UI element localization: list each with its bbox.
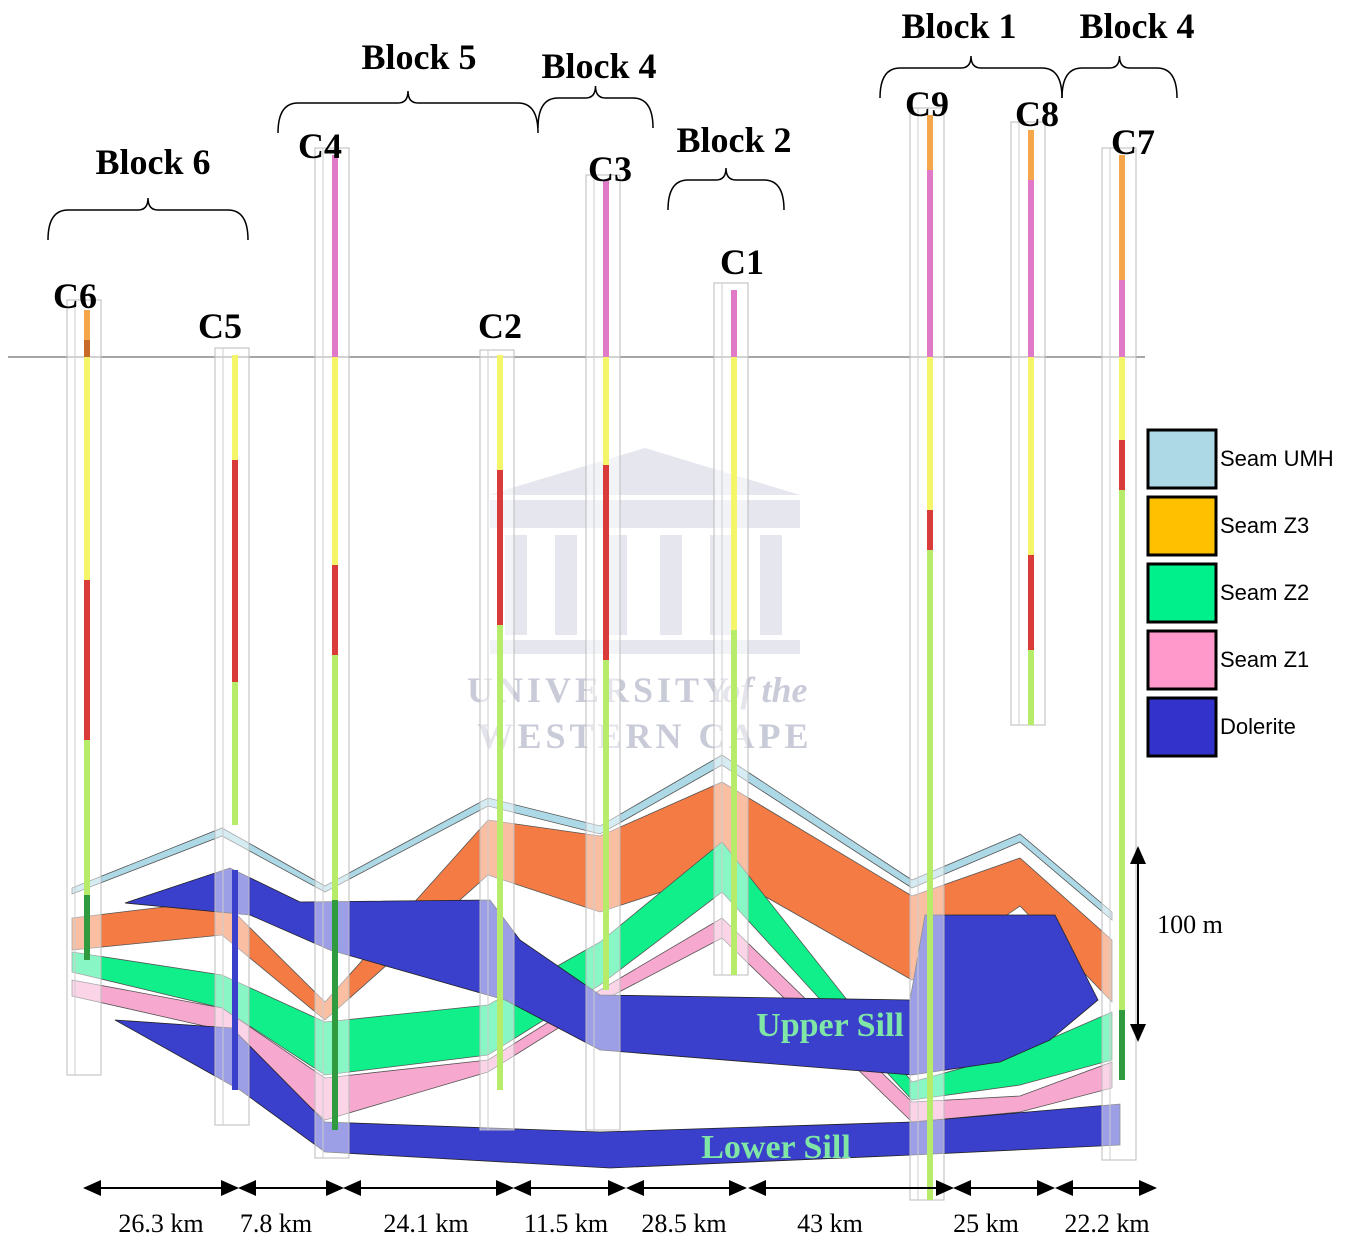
- block-brace: [48, 198, 248, 240]
- block-brace: [1062, 56, 1177, 98]
- distance-label: 22.2 km: [1064, 1209, 1149, 1238]
- borehole-segment: [603, 660, 609, 990]
- legend-label: Seam Z2: [1220, 580, 1309, 605]
- borehole-segment: [497, 355, 503, 470]
- distance-label: 26.3 km: [118, 1209, 203, 1238]
- borehole-segment: [232, 870, 238, 1090]
- borehole-label: C8: [1015, 94, 1059, 134]
- block-brace: [538, 86, 653, 128]
- block-label: Block 4: [541, 46, 656, 86]
- borehole-segment: [1119, 280, 1125, 357]
- legend-swatch: [1148, 430, 1216, 488]
- borehole-label: C9: [905, 84, 949, 124]
- borehole-segment: [603, 180, 609, 357]
- cross-section: UNIVERSITY of the WESTERN CAPE C6C5C4C2C…: [0, 0, 1365, 1245]
- borehole-segment: [232, 682, 238, 825]
- borehole-segment: [1119, 1010, 1125, 1080]
- borehole-segment: [84, 357, 90, 580]
- borehole-label: C2: [478, 306, 522, 346]
- borehole-segment: [1028, 357, 1034, 555]
- legend-swatch: [1148, 698, 1216, 756]
- borehole-segment: [1119, 225, 1125, 280]
- borehole-segment: [731, 357, 737, 490]
- borehole-segment: [84, 895, 90, 960]
- borehole-segment: [332, 900, 338, 1130]
- borehole-segment: [1119, 490, 1125, 1010]
- borehole-segment: [927, 357, 933, 510]
- borehole-segment: [1028, 180, 1034, 357]
- scale-label: 100 m: [1157, 910, 1223, 939]
- distance-label: 28.5 km: [641, 1209, 726, 1238]
- legend-swatch: [1148, 631, 1216, 689]
- watermark-col: [660, 535, 682, 635]
- watermark-base: [490, 640, 800, 654]
- borehole-segment: [731, 490, 737, 630]
- borehole-label: C6: [53, 276, 97, 316]
- distance-label: 24.1 km: [383, 1209, 468, 1238]
- borehole-segment: [927, 550, 933, 1200]
- watermark-text: WESTERN CAPE: [477, 716, 812, 756]
- block-brace: [668, 168, 784, 210]
- watermark-col: [760, 535, 782, 635]
- legend-swatch: [1148, 497, 1216, 555]
- borehole-segment: [332, 565, 338, 655]
- borehole-segment: [84, 740, 90, 895]
- block-label: Block 1: [901, 6, 1016, 46]
- block-label: Block 6: [95, 142, 210, 182]
- borehole-segment: [232, 460, 238, 682]
- borehole-segment: [603, 465, 609, 660]
- borehole-label: C3: [588, 149, 632, 189]
- borehole-segment: [232, 355, 238, 460]
- distance-label: 25 km: [953, 1209, 1019, 1238]
- block-label: Block 4: [1079, 6, 1194, 46]
- borehole-segment: [927, 170, 933, 357]
- distance-label: 7.8 km: [240, 1209, 312, 1238]
- watermark: [488, 448, 800, 654]
- borehole-label: C7: [1111, 122, 1155, 162]
- borehole-segment: [1119, 357, 1125, 440]
- watermark-col: [555, 535, 577, 635]
- borehole-segment: [84, 340, 90, 357]
- legend-label: Seam UMH: [1220, 446, 1334, 471]
- borehole-segment: [731, 290, 737, 357]
- sill-label: Upper Sill: [756, 1007, 904, 1044]
- watermark-frieze: [490, 500, 800, 528]
- borehole-label: C1: [720, 242, 764, 282]
- borehole-segment: [731, 630, 737, 975]
- borehole-segment: [1119, 440, 1125, 490]
- borehole-segment: [84, 580, 90, 740]
- legend-label: Seam Z3: [1220, 513, 1309, 538]
- borehole-label: C4: [298, 126, 342, 166]
- borehole-segment: [332, 155, 338, 357]
- distance-label: 11.5 km: [524, 1209, 608, 1238]
- legend-label: Seam Z1: [1220, 647, 1309, 672]
- borehole-segment: [1119, 155, 1125, 225]
- borehole-label: C5: [198, 306, 242, 346]
- borehole-segment: [1028, 650, 1034, 725]
- borehole-segment: [1028, 555, 1034, 650]
- borehole-segment: [332, 357, 338, 565]
- block-label: Block 2: [676, 120, 791, 160]
- borehole-segment: [927, 510, 933, 550]
- legend-swatch: [1148, 564, 1216, 622]
- borehole-segment: [497, 470, 503, 625]
- sill-label: Lower Sill: [701, 1129, 851, 1166]
- distance-label: 43 km: [797, 1209, 863, 1238]
- legend-label: Dolerite: [1220, 714, 1296, 739]
- borehole-segment: [332, 655, 338, 900]
- block-label: Block 5: [361, 37, 476, 77]
- watermark-roof: [488, 448, 800, 495]
- borehole-segment: [603, 357, 609, 465]
- borehole-segment: [1028, 130, 1034, 180]
- borehole-segment: [497, 625, 503, 1090]
